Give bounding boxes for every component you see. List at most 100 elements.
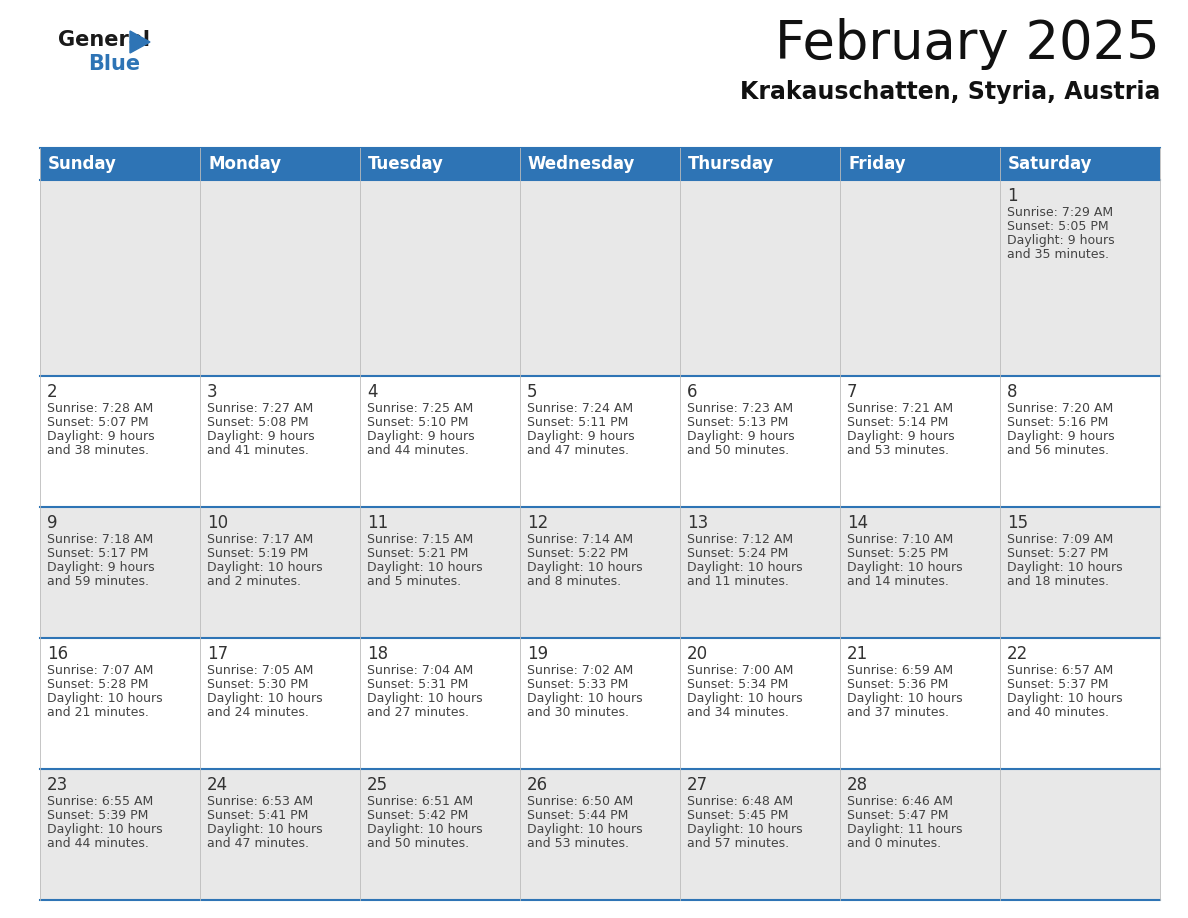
Text: Sunrise: 7:09 AM: Sunrise: 7:09 AM [1007, 533, 1113, 546]
Text: Sunset: 5:22 PM: Sunset: 5:22 PM [527, 547, 628, 560]
Text: Daylight: 11 hours: Daylight: 11 hours [847, 823, 962, 836]
Text: 16: 16 [48, 645, 68, 663]
Text: 9: 9 [48, 514, 57, 532]
Text: 27: 27 [687, 776, 708, 794]
Text: 7: 7 [847, 384, 858, 401]
Text: and 18 minutes.: and 18 minutes. [1007, 576, 1110, 588]
Text: 17: 17 [207, 645, 228, 663]
Text: and 34 minutes.: and 34 minutes. [687, 706, 789, 719]
Text: Sunrise: 7:27 AM: Sunrise: 7:27 AM [207, 402, 314, 415]
Text: Friday: Friday [848, 155, 905, 173]
Text: Sunrise: 6:48 AM: Sunrise: 6:48 AM [687, 795, 794, 808]
Text: Sunset: 5:10 PM: Sunset: 5:10 PM [367, 417, 468, 430]
Text: Daylight: 10 hours: Daylight: 10 hours [367, 823, 482, 836]
Polygon shape [129, 31, 150, 53]
Text: 8: 8 [1007, 384, 1017, 401]
Text: Sunrise: 7:04 AM: Sunrise: 7:04 AM [367, 665, 473, 677]
Text: Saturday: Saturday [1007, 155, 1093, 173]
Text: Daylight: 10 hours: Daylight: 10 hours [207, 692, 323, 705]
Text: and 44 minutes.: and 44 minutes. [48, 837, 148, 850]
Text: 25: 25 [367, 776, 388, 794]
Text: and 27 minutes.: and 27 minutes. [367, 706, 469, 719]
Text: 2: 2 [48, 384, 58, 401]
Text: Sunset: 5:05 PM: Sunset: 5:05 PM [1007, 220, 1108, 233]
Text: and 50 minutes.: and 50 minutes. [687, 444, 789, 457]
Text: Sunrise: 6:55 AM: Sunrise: 6:55 AM [48, 795, 153, 808]
Text: Sunset: 5:30 PM: Sunset: 5:30 PM [207, 678, 309, 691]
Text: February 2025: February 2025 [776, 18, 1159, 70]
Text: Daylight: 10 hours: Daylight: 10 hours [527, 823, 643, 836]
Text: Daylight: 9 hours: Daylight: 9 hours [527, 431, 634, 443]
Text: Sunset: 5:21 PM: Sunset: 5:21 PM [367, 547, 468, 560]
Text: Sunrise: 7:25 AM: Sunrise: 7:25 AM [367, 402, 473, 415]
Text: 18: 18 [367, 645, 388, 663]
Text: and 24 minutes.: and 24 minutes. [207, 706, 309, 719]
Bar [40, 508, 1159, 638]
Text: Sunrise: 7:10 AM: Sunrise: 7:10 AM [847, 533, 953, 546]
Text: and 38 minutes.: and 38 minutes. [48, 444, 148, 457]
Text: 20: 20 [687, 645, 708, 663]
Text: Daylight: 10 hours: Daylight: 10 hours [527, 561, 643, 575]
Text: 4: 4 [367, 384, 378, 401]
Text: Monday: Monday [208, 155, 282, 173]
Text: and 53 minutes.: and 53 minutes. [527, 837, 628, 850]
Text: 3: 3 [207, 384, 217, 401]
Text: 11: 11 [367, 514, 388, 532]
Text: Sunrise: 6:57 AM: Sunrise: 6:57 AM [1007, 665, 1113, 677]
Text: Daylight: 10 hours: Daylight: 10 hours [207, 823, 323, 836]
Text: 28: 28 [847, 776, 868, 794]
Text: Sunset: 5:17 PM: Sunset: 5:17 PM [48, 547, 148, 560]
Text: Tuesday: Tuesday [368, 155, 444, 173]
Text: Sunrise: 7:21 AM: Sunrise: 7:21 AM [847, 402, 953, 415]
Text: Sunrise: 6:51 AM: Sunrise: 6:51 AM [367, 795, 473, 808]
Text: and 35 minutes.: and 35 minutes. [1007, 248, 1110, 261]
Text: Sunset: 5:28 PM: Sunset: 5:28 PM [48, 678, 148, 691]
Text: 23: 23 [48, 776, 68, 794]
Text: Sunrise: 7:00 AM: Sunrise: 7:00 AM [687, 665, 794, 677]
Text: Sunset: 5:16 PM: Sunset: 5:16 PM [1007, 417, 1108, 430]
Text: Daylight: 10 hours: Daylight: 10 hours [687, 692, 803, 705]
Text: and 37 minutes.: and 37 minutes. [847, 706, 949, 719]
Text: Sunrise: 7:12 AM: Sunrise: 7:12 AM [687, 533, 794, 546]
Text: Sunrise: 7:20 AM: Sunrise: 7:20 AM [1007, 402, 1113, 415]
Text: Daylight: 9 hours: Daylight: 9 hours [687, 431, 795, 443]
Text: Wednesday: Wednesday [527, 155, 636, 173]
Text: Daylight: 9 hours: Daylight: 9 hours [847, 431, 955, 443]
Text: Sunset: 5:34 PM: Sunset: 5:34 PM [687, 678, 789, 691]
Text: and 5 minutes.: and 5 minutes. [367, 576, 461, 588]
Bar [40, 376, 1159, 508]
Text: 12: 12 [527, 514, 548, 532]
Text: Sunset: 5:47 PM: Sunset: 5:47 PM [847, 809, 948, 823]
Text: Krakauschatten, Styria, Austria: Krakauschatten, Styria, Austria [740, 80, 1159, 104]
Text: 14: 14 [847, 514, 868, 532]
Text: Sunset: 5:37 PM: Sunset: 5:37 PM [1007, 678, 1108, 691]
Text: Sunset: 5:33 PM: Sunset: 5:33 PM [527, 678, 628, 691]
Text: Sunset: 5:44 PM: Sunset: 5:44 PM [527, 809, 628, 823]
Text: General: General [58, 30, 150, 50]
Text: Sunrise: 7:18 AM: Sunrise: 7:18 AM [48, 533, 153, 546]
Text: and 47 minutes.: and 47 minutes. [207, 837, 309, 850]
Text: Sunrise: 7:24 AM: Sunrise: 7:24 AM [527, 402, 633, 415]
Text: Daylight: 9 hours: Daylight: 9 hours [207, 431, 315, 443]
Text: and 53 minutes.: and 53 minutes. [847, 444, 949, 457]
Text: Sunrise: 6:53 AM: Sunrise: 6:53 AM [207, 795, 314, 808]
Text: and 50 minutes.: and 50 minutes. [367, 837, 469, 850]
Text: 22: 22 [1007, 645, 1029, 663]
Text: Daylight: 10 hours: Daylight: 10 hours [687, 823, 803, 836]
Text: Sunrise: 7:07 AM: Sunrise: 7:07 AM [48, 665, 153, 677]
Text: Daylight: 9 hours: Daylight: 9 hours [48, 431, 154, 443]
Text: Sunrise: 7:29 AM: Sunrise: 7:29 AM [1007, 206, 1113, 219]
Text: Daylight: 9 hours: Daylight: 9 hours [1007, 431, 1114, 443]
Text: 13: 13 [687, 514, 708, 532]
Text: Daylight: 10 hours: Daylight: 10 hours [48, 823, 163, 836]
Text: Sunrise: 6:50 AM: Sunrise: 6:50 AM [527, 795, 633, 808]
Text: and 40 minutes.: and 40 minutes. [1007, 706, 1110, 719]
Text: Daylight: 10 hours: Daylight: 10 hours [207, 561, 323, 575]
Text: Sunset: 5:25 PM: Sunset: 5:25 PM [847, 547, 948, 560]
Text: Sunrise: 7:15 AM: Sunrise: 7:15 AM [367, 533, 473, 546]
Text: and 11 minutes.: and 11 minutes. [687, 576, 789, 588]
Text: and 21 minutes.: and 21 minutes. [48, 706, 148, 719]
Text: Sunrise: 6:59 AM: Sunrise: 6:59 AM [847, 665, 953, 677]
Text: Sunset: 5:45 PM: Sunset: 5:45 PM [687, 809, 789, 823]
Text: Sunrise: 7:05 AM: Sunrise: 7:05 AM [207, 665, 314, 677]
